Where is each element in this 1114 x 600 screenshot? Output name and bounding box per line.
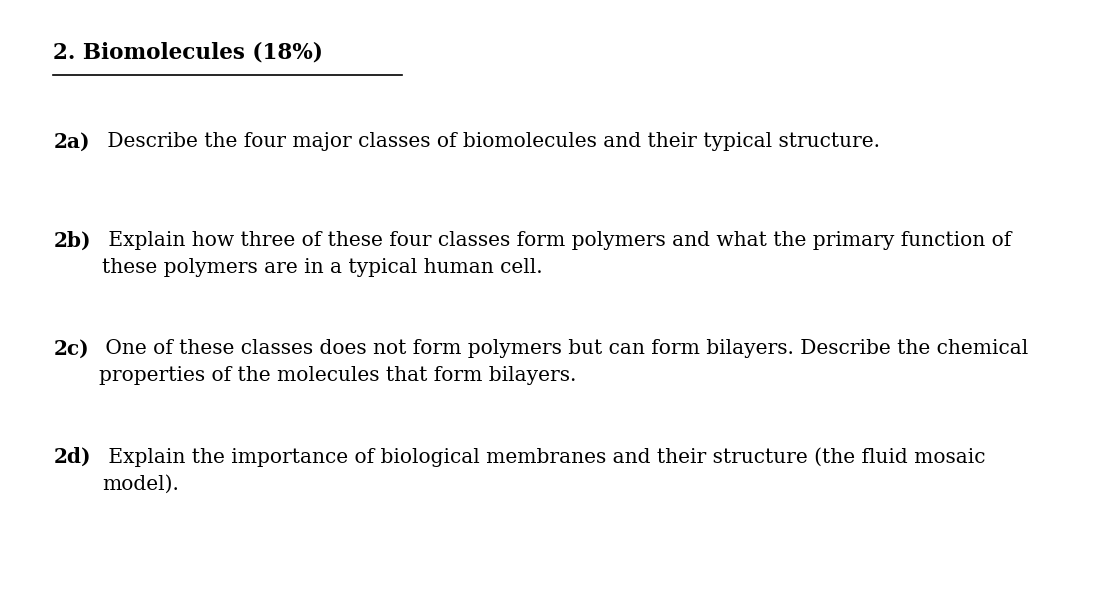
Text: 2b): 2b)	[53, 231, 91, 251]
Text: Explain how three of these four classes form polymers and what the primary funct: Explain how three of these four classes …	[101, 231, 1012, 277]
Text: One of these classes does not form polymers but can form bilayers. Describe the : One of these classes does not form polym…	[99, 339, 1028, 385]
Text: 2c): 2c)	[53, 339, 89, 359]
Text: 2. Biomolecules (18%): 2. Biomolecules (18%)	[53, 42, 323, 64]
Text: Explain the importance of biological membranes and their structure (the fluid mo: Explain the importance of biological mem…	[101, 447, 986, 494]
Text: 2a): 2a)	[53, 132, 90, 152]
Text: Describe the four major classes of biomolecules and their typical structure.: Describe the four major classes of biomo…	[100, 132, 880, 151]
Text: 2d): 2d)	[53, 447, 91, 467]
